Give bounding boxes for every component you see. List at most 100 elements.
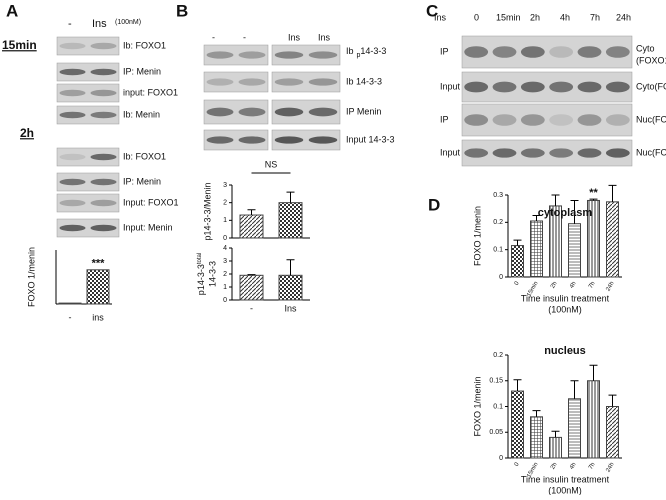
x-axis-label: (100nM) — [548, 304, 582, 314]
blot — [56, 105, 120, 125]
blot-band — [90, 224, 117, 232]
blot-band — [59, 199, 86, 207]
bar — [549, 436, 562, 459]
label: Input: FOXO1 — [123, 197, 179, 207]
y-axis-label: p14-3-3 — [196, 264, 206, 295]
blot-band — [492, 148, 517, 158]
blot-band — [308, 51, 338, 59]
bar — [278, 202, 303, 239]
column-label: Ins — [92, 18, 107, 30]
blot-band — [605, 46, 630, 58]
error-bar — [608, 184, 617, 202]
x-tick-label: 4h — [569, 281, 578, 290]
label: IP — [440, 114, 449, 124]
blot-band — [90, 111, 117, 119]
error-bar — [532, 410, 541, 417]
blot-band — [59, 42, 86, 50]
bar — [587, 380, 600, 459]
bar — [568, 223, 581, 278]
label: 4h — [560, 12, 570, 22]
y-tick-label: 0.2 — [493, 219, 503, 226]
label: Ib: FOXO1 — [123, 40, 166, 50]
blot-band — [59, 89, 86, 97]
blot-band — [206, 51, 234, 59]
label: IP — [440, 46, 449, 56]
blot-band — [238, 107, 266, 117]
y-tick-label: 3 — [223, 258, 227, 265]
blot-band — [59, 224, 86, 232]
blot-band — [238, 78, 266, 86]
bar — [239, 274, 264, 301]
dose-label: (100nM) — [115, 19, 141, 26]
blot-band — [464, 148, 489, 158]
annotation: ** — [589, 187, 598, 199]
y-tick-label: 0.3 — [493, 192, 503, 199]
label: Input: Menin — [123, 222, 173, 232]
blot-band — [59, 68, 86, 76]
label: Input 14-3-3 — [346, 134, 395, 144]
label: Ib: Menin — [123, 109, 160, 119]
label: Input — [440, 81, 461, 91]
y-axis-label: 14-3-3 — [207, 261, 217, 287]
y-tick-label: 2 — [223, 200, 227, 207]
blot-band — [549, 81, 574, 93]
blot — [271, 44, 341, 66]
error-bar — [286, 259, 295, 276]
label: 7h — [590, 12, 600, 22]
blot — [203, 129, 269, 151]
blot-band — [238, 136, 266, 144]
panel-label: C — [426, 1, 438, 20]
blot-band — [605, 81, 630, 93]
blot-band — [492, 46, 517, 58]
blot-band — [464, 81, 489, 93]
blot-band — [274, 78, 304, 86]
error-bar — [551, 194, 560, 206]
x-tick-label: 2h — [550, 462, 559, 471]
blot-band — [274, 136, 304, 144]
bar — [86, 269, 110, 305]
blot-band — [90, 89, 117, 97]
error-bar — [532, 215, 541, 221]
y-tick-label: 0 — [499, 274, 503, 281]
blot-band — [549, 46, 574, 58]
y-tick-label: 0 — [223, 235, 227, 242]
y-axis-label: FOXO 1/menin — [26, 247, 36, 307]
bar — [511, 245, 524, 278]
blot-band — [492, 114, 517, 126]
blot-label: p — [357, 52, 361, 59]
blot-band — [90, 178, 117, 186]
label: IP: Menin — [123, 66, 161, 76]
y-tick-label: 0.15 — [489, 378, 503, 385]
blot-band — [90, 153, 117, 161]
blot-band — [520, 46, 545, 58]
label: Ins — [318, 32, 331, 42]
blot — [271, 129, 341, 151]
bar — [58, 302, 82, 305]
label: - — [212, 32, 215, 42]
x-tick-label: 4h — [569, 462, 578, 471]
blot-label: (FOXO1) — [636, 55, 666, 65]
blot-band — [577, 81, 602, 93]
y-axis-label: total — [197, 253, 203, 264]
y-tick-label: 1 — [223, 217, 227, 224]
blot-band — [577, 46, 602, 58]
blot-band — [577, 148, 602, 158]
label: Nuc(FOXO1) — [636, 147, 666, 157]
panel-label: D — [428, 195, 440, 214]
x-tick-label: ins — [92, 312, 104, 322]
x-axis-label: (100nM) — [548, 485, 582, 495]
bar — [606, 406, 619, 459]
error-bar — [589, 364, 598, 381]
blot — [56, 218, 120, 238]
label: 24h — [616, 12, 631, 22]
error-bar — [589, 198, 598, 201]
blot-band — [59, 111, 86, 119]
chart-title: nucleus — [544, 345, 586, 357]
blot-label: Ib — [346, 46, 354, 56]
blot-band — [520, 114, 545, 126]
blot-band — [59, 153, 86, 161]
blot — [56, 36, 120, 56]
blot — [203, 44, 269, 66]
error-bar — [608, 394, 617, 407]
